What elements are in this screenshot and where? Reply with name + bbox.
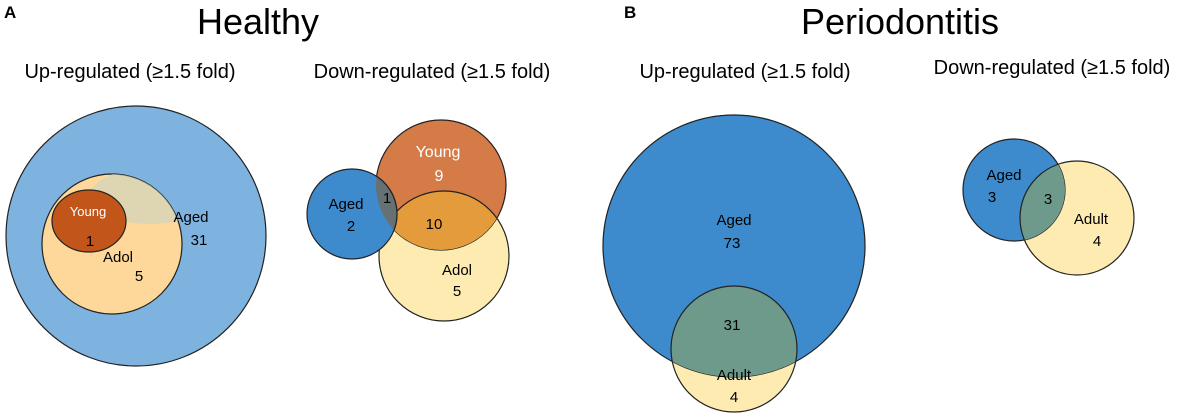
healthy-up-young-count: 1 <box>86 233 94 250</box>
healthy-up-venn: Up-regulated (≥1.5 fold) Young 1 Adol 5 … <box>5 61 267 367</box>
perio-up-overlap <box>670 285 798 377</box>
perio-down-aged-label: Aged <box>986 167 1021 184</box>
perio-up-adult-count: 4 <box>730 389 738 406</box>
healthy-down-adol-label: Adol <box>442 262 472 279</box>
perio-up-aged-count: 73 <box>724 235 741 252</box>
healthy-down-young-count: 9 <box>435 168 444 185</box>
perio-up-overlap-count: 31 <box>724 317 741 334</box>
healthy-down-aged-count: 2 <box>347 218 355 235</box>
healthy-up-subtitle: Up-regulated (≥1.5 fold) <box>24 61 235 83</box>
panel-a: A Healthy Up-regulated (≥1.5 fold) Young… <box>4 1 551 367</box>
perio-down-venn: Down-regulated (≥1.5 fold) Aged 3 3 Adul… <box>934 57 1171 276</box>
perio-down-adult-count: 4 <box>1093 233 1101 250</box>
perio-down-aged-count: 3 <box>988 189 996 206</box>
panel-b-title: Periodontitis <box>801 1 999 42</box>
perio-down-subtitle: Down-regulated (≥1.5 fold) <box>934 57 1171 79</box>
healthy-down-aged-young-overlap <box>376 168 398 250</box>
perio-down-overlap-count: 3 <box>1044 191 1052 208</box>
perio-up-adult-label: Adult <box>717 367 752 384</box>
healthy-down-aged-label: Aged <box>328 196 363 213</box>
healthy-down-subtitle: Down-regulated (≥1.5 fold) <box>314 61 551 83</box>
healthy-up-adol-label: Adol <box>103 249 133 266</box>
perio-down-adult-label: Adult <box>1074 211 1109 228</box>
healthy-down-young-label: Young <box>416 144 461 161</box>
panel-b: B Periodontitis Up-regulated (≥1.5 fold)… <box>602 1 1171 413</box>
healthy-up-adol-count: 5 <box>135 268 143 285</box>
healthy-up-aged-count: 31 <box>191 232 208 249</box>
panel-a-title: Healthy <box>197 1 319 42</box>
perio-up-subtitle: Up-regulated (≥1.5 fold) <box>639 61 850 83</box>
perio-down-overlap <box>1019 160 1065 241</box>
healthy-up-aged-label: Aged <box>173 209 208 226</box>
healthy-down-young-adol-overlap <box>378 190 506 250</box>
healthy-up-young-circle <box>51 189 127 253</box>
panel-b-letter: B <box>624 3 636 22</box>
healthy-down-venn: Down-regulated (≥1.5 fold) Aged 2 1 Youn… <box>306 61 551 322</box>
healthy-up-young-label: Young <box>70 204 106 219</box>
healthy-down-young-adol-overlap-count: 10 <box>426 216 443 233</box>
perio-up-aged-label: Aged <box>716 212 751 229</box>
panel-a-letter: A <box>4 3 16 22</box>
healthy-down-adol-count: 5 <box>453 283 461 300</box>
perio-up-venn: Up-regulated (≥1.5 fold) Aged 73 31 Adul… <box>602 61 866 413</box>
healthy-down-aged-young-overlap-count: 1 <box>383 190 391 207</box>
